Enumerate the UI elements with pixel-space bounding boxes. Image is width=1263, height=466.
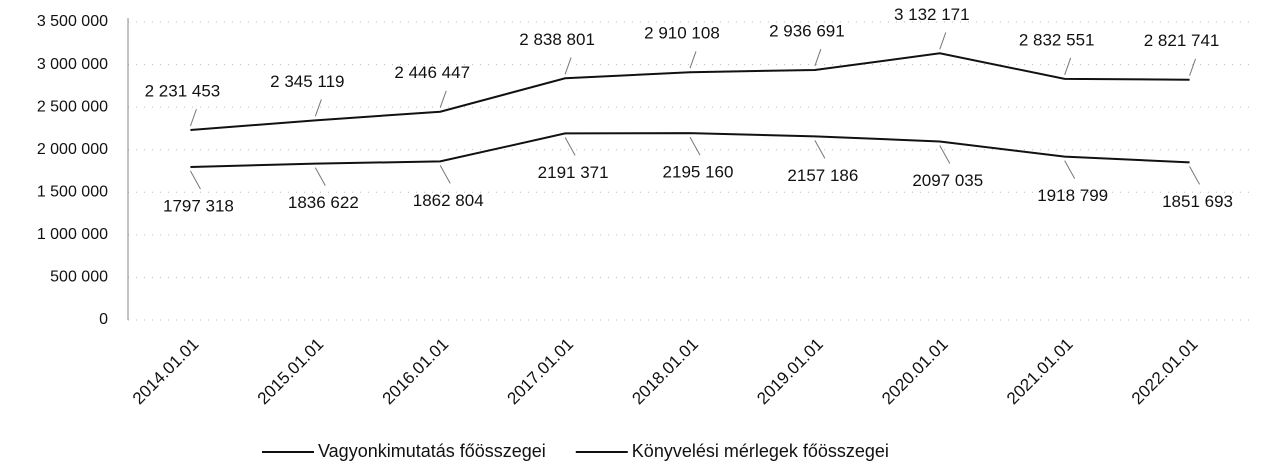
leader-line (564, 137, 576, 156)
y-tick-label: 2 000 000 (37, 141, 108, 158)
leader-line (439, 165, 451, 184)
data-label: 2 832 551 (1019, 30, 1095, 49)
legend: Vagyonkimutatás főösszegei Könyvelési mér… (262, 441, 889, 461)
data-label: 2 345 119 (270, 72, 344, 91)
data-label: 2191 371 (538, 163, 609, 182)
data-label: 2 231 453 (145, 81, 221, 100)
x-tick-label: 2022.01.01 (1128, 335, 1202, 409)
data-label: 1851 693 (1162, 192, 1233, 211)
y-tick-label: 500 000 (50, 269, 108, 286)
leader-line (689, 51, 697, 69)
leader-line (190, 170, 201, 190)
data-label: 2 838 801 (519, 30, 595, 49)
x-tick-label: 2019.01.01 (753, 335, 827, 409)
leader-line (1189, 166, 1200, 185)
y-tick-label: 2 500 000 (37, 98, 108, 115)
leader-line (1189, 58, 1197, 76)
x-tick-label: 2021.01.01 (1003, 335, 1077, 409)
y-tick-label: 3 000 000 (37, 56, 108, 73)
data-label: 1797 318 (163, 196, 234, 215)
data-label: 2157 186 (787, 166, 858, 185)
leader-line (814, 140, 826, 159)
legend-label: Vagyonkimutatás főösszegei (318, 441, 546, 461)
leader-line (439, 90, 447, 108)
leader-line (814, 48, 822, 67)
y-tick-label: 3 500 000 (37, 13, 108, 30)
data-label: 1918 799 (1037, 186, 1108, 205)
leader-line (314, 167, 326, 186)
data-label: 1862 804 (413, 191, 484, 210)
y-tick-label: 0 (99, 311, 108, 328)
data-label: 1836 622 (288, 193, 359, 212)
x-tick-label: 2015.01.01 (254, 335, 328, 409)
data-label: 2 936 691 (769, 21, 845, 40)
legend-label: Könyvelési mérlegek főösszegei (632, 441, 889, 461)
data-label: 2 821 741 (1144, 31, 1220, 50)
x-tick-label: 2016.01.01 (379, 335, 453, 409)
data-label: 2 910 108 (644, 24, 720, 43)
leader-line (189, 108, 197, 127)
series-line (190, 132, 1190, 168)
data-label: 2195 160 (663, 163, 734, 182)
leader-line (689, 136, 701, 156)
data-label: 2 446 447 (394, 63, 470, 82)
series-line (190, 52, 1190, 132)
leader-line (1064, 160, 1076, 179)
y-tick-label: 1 500 000 (37, 184, 108, 201)
x-tick-label: 2014.01.01 (129, 335, 203, 409)
data-label: 3 132 171 (894, 5, 970, 24)
x-tick-label: 2018.01.01 (628, 335, 702, 409)
leader-line (1064, 57, 1072, 75)
y-tick-label: 1 000 000 (37, 226, 108, 243)
leader-line (939, 145, 951, 164)
x-tick-label: 2017.01.01 (504, 335, 578, 409)
leader-line (314, 99, 322, 117)
leader-line (939, 32, 947, 50)
data-label: 2097 035 (912, 171, 983, 190)
leader-line (564, 57, 572, 75)
x-tick-label: 2020.01.01 (878, 335, 952, 409)
